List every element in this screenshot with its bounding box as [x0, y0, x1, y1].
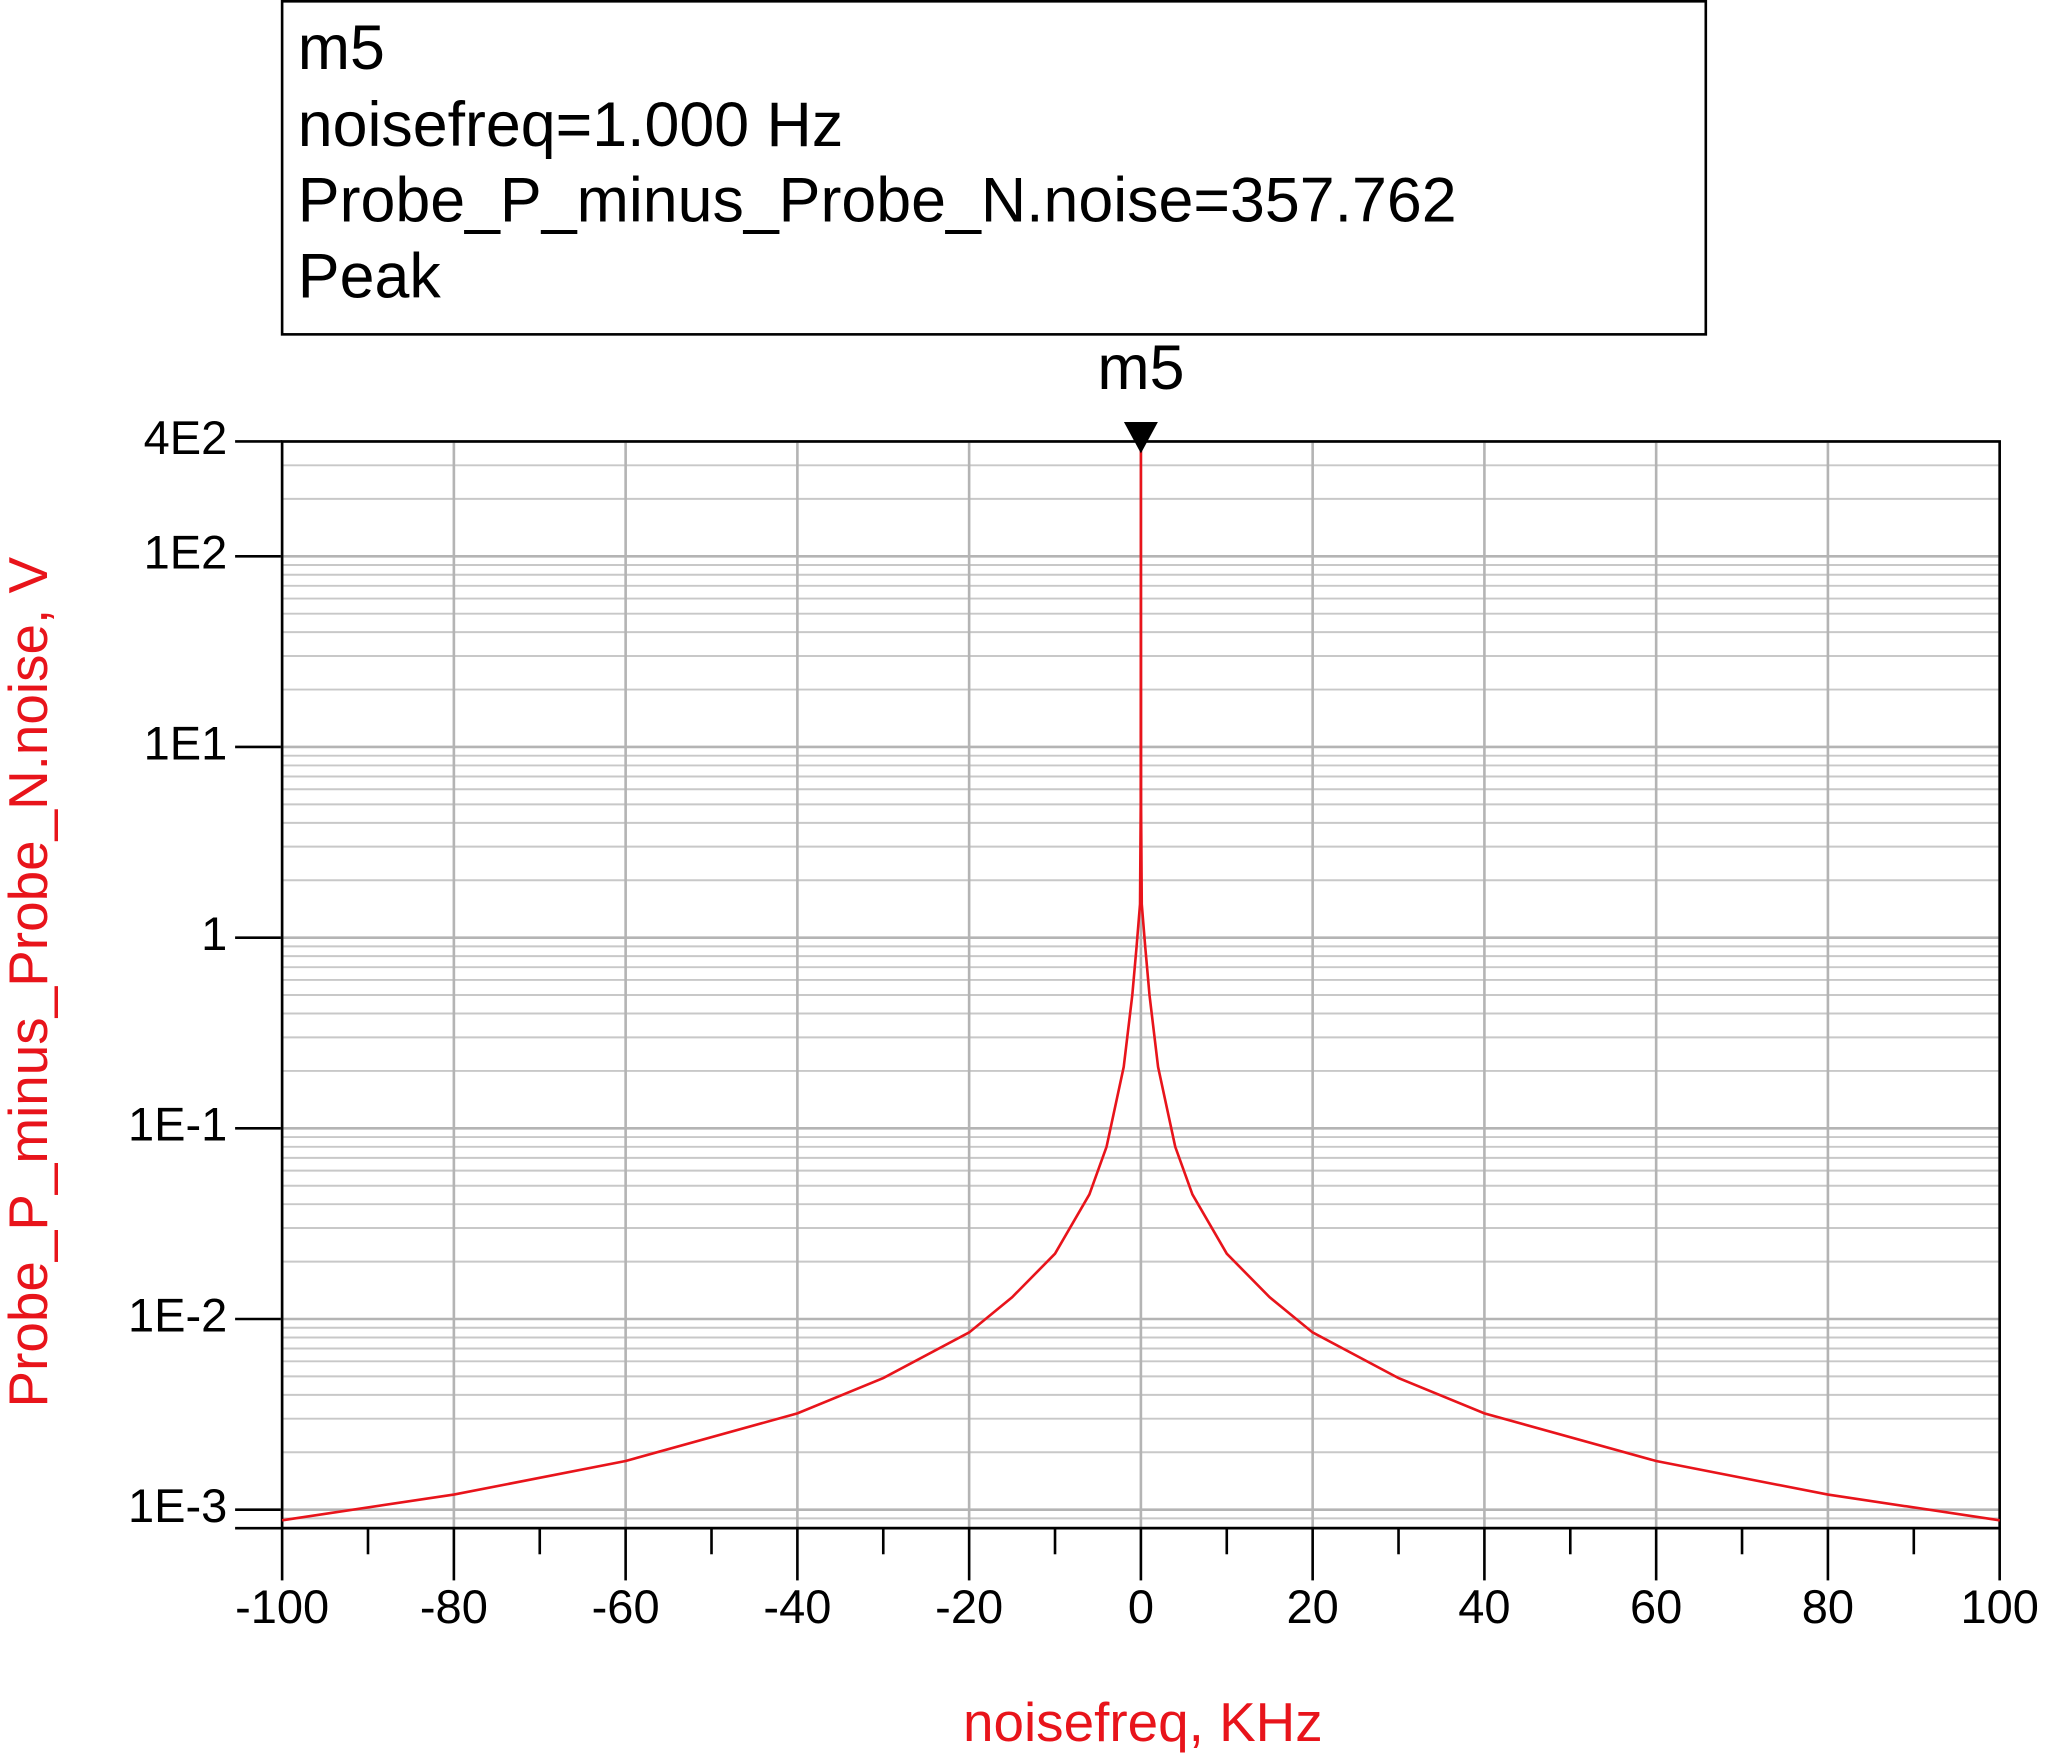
y-tick-label: 1E-1	[128, 1098, 227, 1151]
x-tick-label: 40	[1458, 1580, 1510, 1633]
marker-box	[280, 0, 1708, 336]
marker-triangle	[1123, 421, 1158, 454]
x-tick-label: -80	[420, 1580, 488, 1633]
y-tick-label: 4E2	[144, 411, 228, 464]
x-tick-label: -100	[235, 1580, 329, 1633]
x-tick-label: 20	[1287, 1580, 1339, 1633]
x-tick-label: 60	[1630, 1580, 1682, 1633]
x-tick-label: 80	[1802, 1580, 1854, 1633]
y-tick-label: 1E-2	[128, 1288, 227, 1341]
y-tick-label: 1E-3	[128, 1479, 227, 1532]
x-tick-label: -20	[935, 1580, 1003, 1633]
x-axis-title: noisefreq, KHz	[963, 1691, 1323, 1753]
marker-text: Peak	[298, 241, 442, 311]
marker-text: Probe_P_minus_Probe_N.noise=357.762	[298, 166, 1457, 236]
marker-text: m5	[298, 13, 385, 83]
x-tick-label: 0	[1128, 1580, 1154, 1633]
y-tick-label: 1E2	[144, 526, 228, 579]
marker-text: noisefreq=1.000 Hz	[298, 90, 843, 160]
y-tick-label: 1	[201, 907, 227, 960]
marker-label: m5	[1097, 333, 1184, 403]
x-tick-label: -60	[592, 1580, 660, 1633]
x-tick-label: 100	[1960, 1580, 2038, 1633]
y-axis-title: Probe_P_minus_Probe_N.noise, V	[0, 556, 59, 1407]
y-tick-label: 1E1	[144, 716, 228, 769]
x-tick-label: -40	[763, 1580, 831, 1633]
